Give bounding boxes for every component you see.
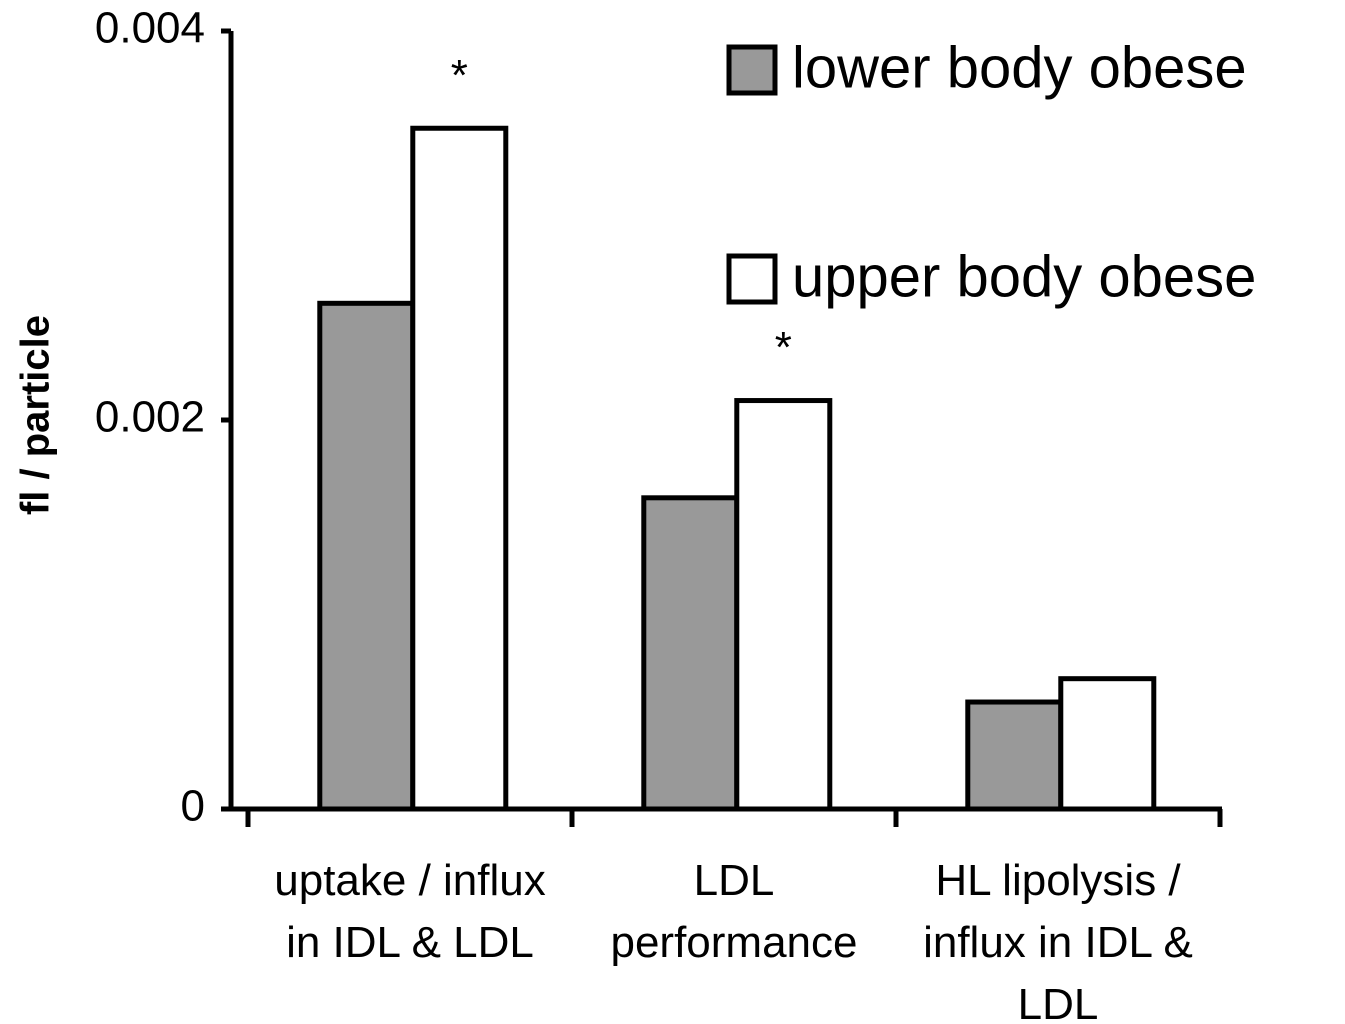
- legend-label: lower body obese: [792, 35, 1247, 100]
- y-tick-label: 0.004: [95, 4, 205, 53]
- bar: [734, 398, 833, 812]
- bar: [641, 495, 740, 812]
- legend-swatch: [726, 44, 778, 96]
- x-tick-label: uptake / influx in IDL & LDL: [274, 856, 546, 967]
- bar: [410, 125, 509, 812]
- y-tick-label: 0: [181, 782, 205, 831]
- bar: [317, 300, 416, 812]
- bar: [1058, 676, 1157, 812]
- x-tick-label: LDL performance: [610, 856, 858, 967]
- legend-swatch: [726, 253, 778, 305]
- annotation: *: [775, 323, 792, 372]
- bar: [965, 699, 1064, 812]
- y-axis-label: fl / particle: [14, 315, 58, 515]
- legend-label: upper body obese: [792, 244, 1256, 309]
- y-tick-label: 0.002: [95, 393, 205, 442]
- annotation: *: [451, 51, 468, 100]
- x-tick-label: HL lipolysis / influx in IDL & LDL: [923, 856, 1193, 1024]
